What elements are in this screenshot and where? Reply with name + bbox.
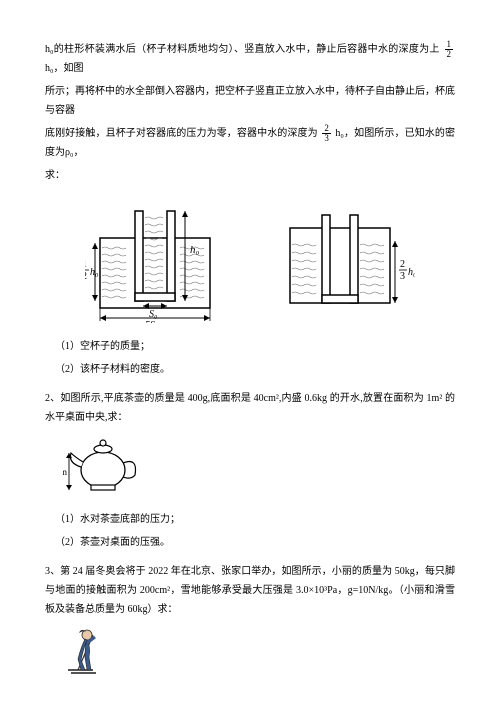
label-r-23n: 2: [400, 259, 405, 270]
svg-text:h₀: h₀: [90, 267, 99, 278]
p2-sub1: （1）水对茶壶底部的压力；: [55, 510, 455, 529]
p1-line4: 求：: [45, 166, 455, 185]
frac-twothirds: 2 3: [322, 124, 331, 143]
label-r-23d: 3: [400, 271, 405, 282]
diagram-left: h₀ 1 2 h₀ S₀ 5S₀: [85, 203, 230, 323]
svg-text:h₀: h₀: [408, 267, 415, 278]
diagram-container: h₀ 1 2 h₀ S₀ 5S₀: [45, 203, 455, 323]
p1-line2: 所示；再将杯中的水全部倒入容器内，把空杯子竖直正立放入水中，待杯子自由静止后，杯…: [45, 82, 455, 120]
label-half-d: 2: [85, 271, 87, 282]
p1-sub2: （2）该杯子材料的密度。: [55, 360, 455, 379]
p1-line3: 底刚好接触，且杯子对容器底的压力为零，容器中水的深度为 2 3 h₀，如图所示，…: [45, 124, 455, 162]
p1-text-d: 底刚好接触，且杯子对容器底的压力为零，容器中水的深度为: [45, 128, 318, 139]
p2-text: 2、如图所示,平底茶壶的质量是 400g,底面积是 40cm²,内盛 0.6kg…: [45, 389, 455, 427]
p2-sub2: （2）茶壶对桌面的压强。: [55, 533, 455, 552]
p1-text-b: h₀，如图: [45, 63, 84, 74]
p1-text-a: h₀的柱形杯装满水后（杯子材料质地均匀）、竖直放入水中，静止后容器中水的深度为上: [45, 44, 440, 55]
teapot-diagram: 12cm: [63, 435, 455, 504]
label-half-n: 1: [85, 259, 87, 270]
p1-sub1: （1）空杯子的质量；: [55, 337, 455, 356]
p3-text: 3、第 24 届冬奥会将于 2022 年在北京、张家口举办，如图所示，小丽的质量…: [45, 562, 455, 619]
frac-half: 1 2: [445, 40, 454, 59]
label-5s0: 5S₀: [145, 320, 159, 323]
p1-line1: h₀的柱形杯装满水后（杯子材料质地均匀）、竖直放入水中，静止后容器中水的深度为上…: [45, 40, 455, 78]
skier-diagram: [63, 625, 455, 682]
label-h0: h₀: [190, 244, 200, 256]
diagram-right: 2 3 h₀: [280, 203, 415, 323]
teapot-h-label: 12cm: [63, 467, 67, 477]
